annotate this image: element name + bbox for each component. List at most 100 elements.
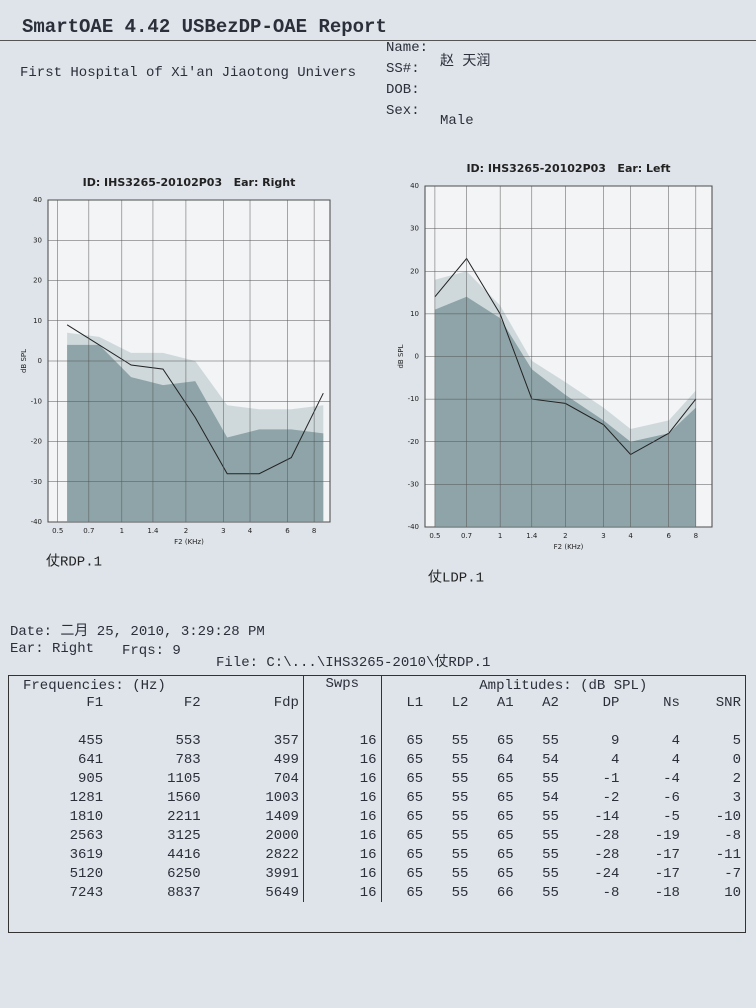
y-axis-label: dB SPL — [20, 349, 28, 373]
institution: First Hospital of Xi'an Jiaotong Univers — [20, 65, 357, 81]
cell: 16 — [302, 826, 382, 845]
cell: 2211 — [167, 808, 201, 825]
cell: -17 — [654, 865, 680, 882]
y-tick-label: -20 — [408, 438, 419, 446]
cell: 0 — [732, 751, 741, 768]
frqs: Frqs: 9 — [122, 643, 181, 659]
cell: 55 — [451, 846, 469, 863]
data-row: 7243 8837 5649 16 65 55 66 55 -8 -18 10 — [9, 883, 746, 902]
cell: 65 — [380, 788, 428, 807]
x-tick-label: 0.5 — [52, 527, 63, 535]
x-tick-label: 6 — [285, 527, 290, 535]
y-tick-label: -30 — [408, 480, 419, 488]
x-tick-label: 8 — [312, 527, 316, 535]
cell: 54 — [542, 789, 559, 806]
cell: 55 — [542, 846, 559, 863]
data-row: 5120 6250 3991 16 65 55 65 55 -24 -17 -7 — [9, 864, 746, 883]
x-tick-label: 2 — [184, 527, 188, 535]
cell: -18 — [654, 884, 680, 901]
column-header: Fdp — [273, 695, 299, 711]
cell: -10 — [715, 808, 741, 825]
chart-caption: 仗LDP.1 — [428, 570, 484, 587]
x-tick-label: 4 — [628, 532, 633, 540]
column-header: SNR — [715, 695, 741, 711]
cell: 9 — [611, 732, 620, 749]
cell: 55 — [451, 865, 469, 882]
cell: 3 — [732, 789, 741, 806]
cell: 65 — [380, 807, 428, 826]
field-value: 赵 天润 — [440, 54, 491, 70]
cell: 1560 — [167, 789, 201, 806]
cell: 55 — [451, 789, 469, 806]
cell: 55 — [542, 770, 559, 787]
cell: 16 — [302, 788, 382, 807]
cell: 65 — [380, 826, 428, 845]
cell: -8 — [602, 884, 620, 901]
cell: 499 — [273, 751, 299, 768]
cell: -7 — [724, 865, 741, 882]
cell: 3991 — [265, 865, 299, 882]
column-header: Ns — [663, 695, 680, 711]
cell: 65 — [380, 845, 428, 864]
cell: 455 — [77, 732, 104, 749]
cell: -1 — [602, 770, 620, 787]
cell: 65 — [380, 864, 428, 883]
x-axis-label: F2 (KHz) — [174, 538, 204, 546]
data-row: 1281 1560 1003 16 65 55 65 54 -2 -6 3 — [9, 788, 746, 807]
x-tick-label: 4 — [248, 527, 253, 535]
cell: -19 — [654, 827, 680, 844]
y-tick-label: 10 — [410, 310, 419, 318]
cell: 1105 — [167, 770, 201, 787]
cell: 3619 — [69, 846, 104, 863]
y-tick-label: -10 — [408, 395, 419, 403]
y-tick-label: 30 — [33, 236, 42, 244]
spacer-row — [9, 902, 746, 933]
cell: 55 — [542, 884, 559, 901]
cell: 65 — [496, 732, 514, 749]
cell: 8837 — [167, 884, 201, 901]
cell: 2 — [732, 770, 741, 787]
cell: -17 — [654, 846, 680, 863]
ear: Ear: Right — [10, 641, 95, 657]
cell: 65 — [496, 789, 514, 806]
cell: 7243 — [69, 884, 104, 901]
column-header: L2 — [451, 695, 469, 711]
cell: -2 — [602, 789, 620, 806]
header-row: Frequencies: (Hz) Swps Amplitudes: (dB SPL… — [9, 675, 746, 731]
cell: 55 — [542, 865, 559, 882]
chart-caption: 仗RDP.1 — [46, 554, 102, 571]
cell: 16 — [302, 845, 382, 864]
cell: -14 — [594, 808, 620, 825]
cell: 16 — [302, 750, 382, 769]
field-label: DOB: — [386, 82, 420, 98]
y-tick-label: -20 — [31, 438, 42, 446]
cell: -8 — [724, 827, 741, 844]
cell: -28 — [594, 846, 620, 863]
y-tick-label: 10 — [33, 317, 42, 325]
data-row: 3619 4416 2822 16 65 55 65 55 -28 -17 -11 — [9, 845, 746, 864]
x-axis-label: F2 (KHz) — [554, 543, 584, 551]
cell: -4 — [663, 770, 680, 787]
column-header: F1 — [86, 695, 104, 711]
cell: 16 — [302, 883, 382, 902]
cell: 1281 — [69, 789, 104, 806]
y-tick-label: -40 — [31, 518, 42, 526]
cell: 1810 — [69, 808, 104, 825]
cell: 65 — [496, 808, 514, 825]
cell: 357 — [273, 732, 299, 749]
x-tick-label: 0.7 — [83, 527, 94, 535]
cell: 905 — [77, 770, 104, 787]
cell: 5120 — [69, 865, 104, 882]
y-tick-label: 0 — [415, 353, 419, 361]
y-tick-label: 40 — [410, 182, 419, 190]
x-tick-label: 3 — [601, 532, 605, 540]
cell: 65 — [380, 731, 428, 750]
data-row: 2563 3125 2000 16 65 55 65 55 -28 -19 -8 — [9, 826, 746, 845]
x-tick-label: 8 — [694, 532, 698, 540]
cell: -11 — [715, 846, 741, 863]
cell: 5649 — [265, 884, 299, 901]
column-header: L1 — [380, 695, 428, 731]
cell: 55 — [451, 732, 469, 749]
chart-title: ID: IHS3265-20102P03 Ear: Left — [466, 162, 670, 175]
cell: 55 — [451, 827, 469, 844]
